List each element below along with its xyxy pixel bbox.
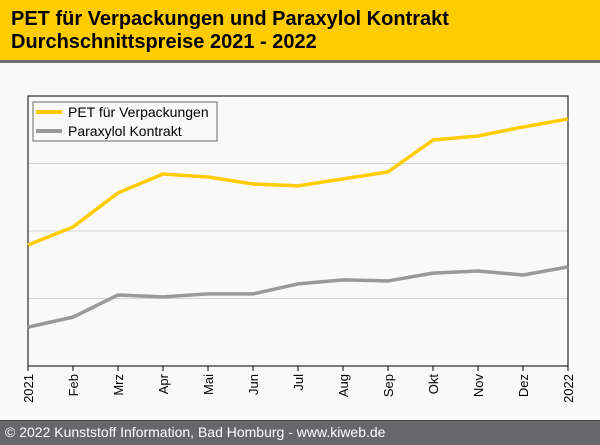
line-chart: 2021 Feb Mrz Apr Mai Jun Jul Aug Sep Okt Nov Dez 202…: [0, 0, 600, 420]
x-tick-label: Jul: [291, 374, 306, 391]
x-tick-label: Nov: [471, 374, 486, 398]
x-axis-ticks: 2021 Feb Mrz Apr Mai Jun Jul Aug Sep Okt Nov Dez 202…: [21, 366, 576, 403]
x-tick-label: Aug: [336, 374, 351, 397]
legend-label-pet: PET für Verpackungen: [68, 104, 209, 120]
x-tick-label: Feb: [66, 374, 81, 396]
x-tick-label: Jun: [246, 374, 261, 395]
x-tick-label: Dez: [516, 374, 531, 397]
x-tick-label: Sep: [381, 374, 396, 397]
x-tick-label: Apr: [156, 373, 171, 394]
copyright-text: © 2022 Kunststoff Information, Bad Hombu…: [5, 424, 385, 440]
x-tick-label: Mrz: [111, 374, 126, 396]
footer: © 2022 Kunststoff Information, Bad Hombu…: [0, 420, 600, 445]
x-tick-label: Okt: [426, 374, 441, 395]
x-tick-label: 2021: [21, 374, 36, 403]
x-tick-label: 2022: [561, 374, 576, 403]
gridlines: [28, 164, 568, 299]
series-line-paraxylol: [28, 267, 568, 327]
x-tick-label: Mai: [201, 374, 216, 395]
series-lines: [28, 119, 568, 327]
legend: PET für Verpackungen Paraxylol Kontrakt: [33, 102, 217, 141]
legend-label-paraxylol: Paraxylol Kontrakt: [68, 123, 182, 139]
